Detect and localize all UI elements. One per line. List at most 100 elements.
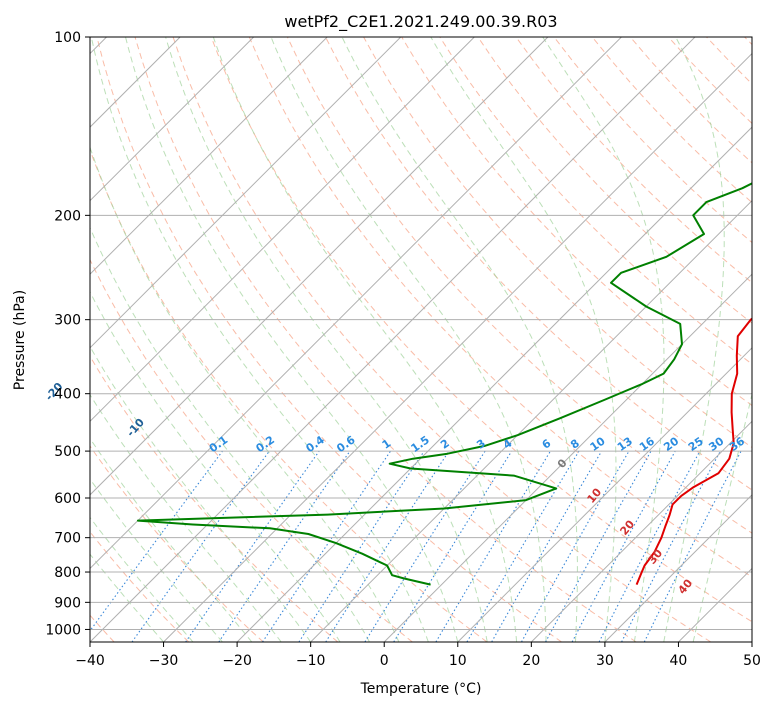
dry-adiabat (477, 37, 752, 324)
x-tick-label: −40 (75, 653, 105, 669)
y-tick-label: 100 (54, 30, 81, 46)
moist-adiabat (90, 37, 429, 642)
mixing-ratio-line (643, 450, 742, 642)
y-tick-label: 1000 (45, 622, 81, 638)
isotherm (90, 37, 402, 349)
mixing-ratio-label: 1.5 (409, 433, 432, 455)
isotherm (90, 37, 622, 570)
mixing-ratio-label: 8 (568, 437, 582, 452)
y-tick-label: 800 (54, 565, 81, 581)
y-axis-title: Pressure (hPa) (12, 290, 28, 390)
dry-adiabat (439, 37, 752, 365)
moist-adiabat (542, 37, 665, 642)
y-tick-label: 200 (54, 208, 81, 224)
y-axis: 100 200 300 400 500 600 700 800 900 1000 (45, 30, 90, 638)
moist-adiabat (90, 393, 282, 642)
dewpoint-line (136, 182, 752, 586)
dry-adiabat (591, 37, 752, 204)
mixing-ratio-line (435, 450, 551, 642)
moist-adiabat (692, 392, 752, 642)
x-tick-label: −10 (296, 653, 326, 669)
moist-adiabat (90, 478, 223, 642)
moist-adiabat-label: 40 (675, 576, 695, 596)
dry-adiabat (90, 258, 413, 642)
moist-adiabat (90, 290, 341, 642)
moist-adiabat (212, 37, 518, 642)
plot-frame (89, 36, 753, 643)
dry-adiabat (90, 445, 264, 642)
mixing-ratio-label: 0.1 (207, 433, 230, 455)
moist-adiabat (663, 37, 725, 642)
dry-adiabat (286, 37, 752, 534)
dry-adiabat (325, 37, 752, 491)
moist-adiabat (90, 345, 312, 642)
dry-adiabat (706, 37, 752, 85)
mixing-ratio-line (90, 450, 223, 632)
moist-adiabat (270, 37, 547, 642)
dry-adiabat-label: -10 (124, 416, 147, 440)
moist-adiabat-label: 20 (617, 517, 637, 537)
mixing-ratio-line (393, 450, 513, 642)
isotherm (383, 273, 752, 642)
dry-adiabat (248, 37, 752, 578)
y-tick-label: 900 (54, 595, 81, 611)
isotherm (90, 37, 549, 496)
isotherm (90, 37, 255, 202)
x-tick-label: 50 (743, 653, 761, 669)
dry-adiabat (172, 37, 712, 642)
mixing-ratio-line (218, 450, 351, 642)
mixing-ratio-label: 0.4 (303, 433, 327, 455)
isotherm (604, 494, 752, 642)
dry-adiabat (515, 37, 752, 284)
background-lines (90, 37, 752, 642)
moist-adiabat (90, 553, 164, 642)
dry-adiabat (668, 37, 752, 125)
x-tick-label: 0 (380, 653, 389, 669)
y-tick-label: 500 (54, 444, 81, 460)
mixing-ratio-label: 1 (380, 437, 394, 452)
isotherm (457, 347, 752, 642)
isotherm (678, 567, 752, 642)
moist-adiabat (90, 226, 370, 642)
mixing-ratio-label: 2 (438, 437, 452, 452)
x-tick-label: 30 (596, 653, 614, 669)
mixing-ratio-line (262, 450, 391, 642)
mixing-ratio-line (131, 450, 270, 642)
dry-adiabat (210, 37, 752, 623)
mixing-ratio-line (325, 450, 450, 642)
x-tick-label: −20 (222, 653, 252, 669)
mixing-ratio-line (185, 450, 320, 642)
y-tick-label: 700 (54, 531, 81, 547)
moist-adiabat (90, 437, 253, 642)
dry-adiabat (90, 355, 339, 642)
dry-adiabat (90, 531, 190, 642)
mixing-ratio-line (521, 450, 630, 642)
mixing-ratio-line (598, 450, 701, 642)
dry-adiabat (134, 37, 637, 642)
x-axis-title: Temperature (°C) (360, 681, 482, 697)
isotherm (751, 641, 752, 642)
mixing-ratio-line (364, 450, 486, 642)
isotherm (163, 52, 752, 642)
x-axis: −40 −30 −20 −10 0 10 20 30 40 50 (75, 642, 761, 669)
mixing-ratio-label: 6 (540, 437, 554, 452)
dry-adiabat (744, 37, 752, 46)
moist-adiabat (430, 37, 617, 642)
temperature-line (635, 317, 752, 585)
dry-adiabat (553, 37, 752, 244)
mixing-ratio-line (545, 450, 652, 642)
mixing-ratio-line (466, 450, 580, 642)
mixing-ratio-line (298, 450, 425, 642)
mixing-ratio-line (571, 450, 676, 642)
isotherm (90, 37, 328, 275)
y-tick-label: 300 (54, 313, 81, 329)
moist-adiabat (90, 516, 194, 642)
mixing-ratio-label: 0.2 (254, 433, 277, 455)
x-tick-label: 40 (670, 653, 688, 669)
moist-adiabat (125, 37, 459, 642)
y-tick-label: 600 (54, 491, 81, 507)
series-lines (136, 182, 752, 586)
x-tick-label: 10 (449, 653, 467, 669)
dry-adiabat (96, 37, 562, 642)
